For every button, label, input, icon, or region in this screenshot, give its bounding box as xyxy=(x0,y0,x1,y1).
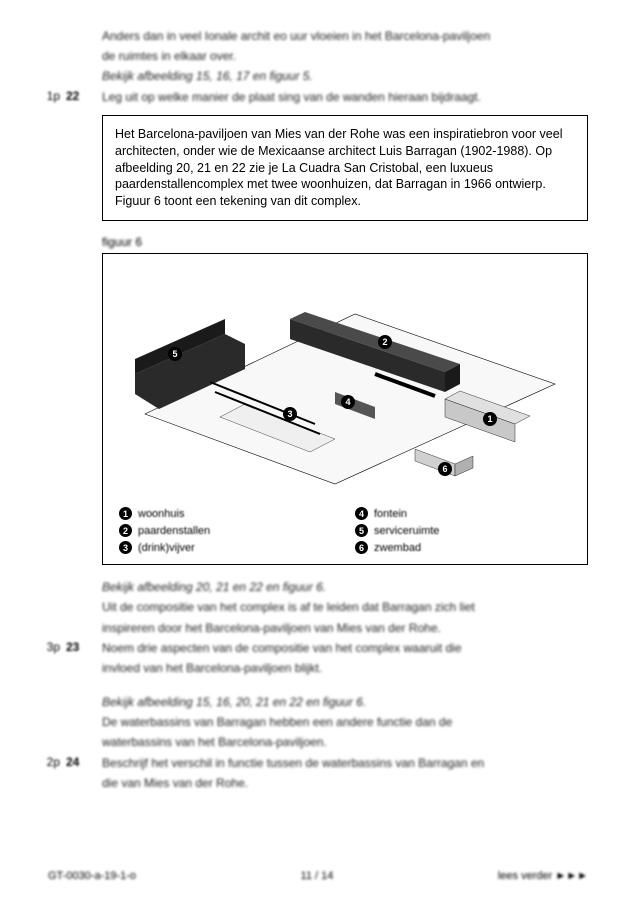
q23-marker: 3p 23 xyxy=(44,640,94,654)
figure-label: figuur 6 xyxy=(102,235,588,249)
svg-text:3: 3 xyxy=(287,409,292,419)
svg-text:2: 2 xyxy=(382,337,387,347)
intro-line1: Anders dan in veel Ionale archit eo uur … xyxy=(102,28,588,44)
architectural-diagram: 5 2 3 4 1 6 xyxy=(113,264,577,497)
b3-line2: waterbassins van het Barcelona-paviljoen… xyxy=(102,734,588,750)
legend-num: 5 xyxy=(355,524,368,537)
legend-num: 1 xyxy=(119,507,132,520)
b2-ref: Bekijk afbeelding 20, 21 en 22 en figuur… xyxy=(102,579,588,595)
svg-text:6: 6 xyxy=(442,464,447,474)
footer-center: 11 / 14 xyxy=(301,870,334,882)
q24-text-b: die van Mies van der Rohe. xyxy=(102,775,588,791)
legend-num: 6 xyxy=(355,541,368,554)
q24-marker: 2p 24 xyxy=(44,755,94,769)
legend-item: 5 serviceruimte xyxy=(355,524,571,537)
legend-num: 2 xyxy=(119,524,132,537)
b3-line1: De waterbassins van Barragan hebben een … xyxy=(102,714,588,730)
legend-num: 3 xyxy=(119,541,132,554)
q23-points: 3p xyxy=(44,640,60,654)
figure-legend: 1 woonhuis 4 fontein 2 paardenstallen 5 … xyxy=(113,507,577,554)
intro-line2: de ruimtes in elkaar over. xyxy=(102,48,588,64)
b2-line2: inspireren door het Barcelona-paviljoen … xyxy=(102,620,588,636)
svg-text:1: 1 xyxy=(487,414,492,424)
q24-text-a: Beschrijf het verschil in functie tussen… xyxy=(102,755,588,771)
legend-item: 1 woonhuis xyxy=(119,507,335,520)
legend-label: zwembad xyxy=(374,542,421,554)
figure-box: 5 2 3 4 1 6 1 woonhuis 4 fontein 2 paard… xyxy=(102,253,588,565)
legend-label: woonhuis xyxy=(138,508,184,520)
svg-text:5: 5 xyxy=(172,349,177,359)
svg-text:4: 4 xyxy=(345,397,350,407)
q23-text-a: Noem drie aspecten van de compositie van… xyxy=(102,640,588,656)
q22-marker: 1p 22 xyxy=(44,89,94,103)
legend-item: 4 fontein xyxy=(355,507,571,520)
q24-points: 2p xyxy=(44,755,60,769)
legend-item: 6 zwembad xyxy=(355,541,571,554)
b3-ref: Bekijk afbeelding 15, 16, 20, 21 en 22 e… xyxy=(102,694,588,710)
q22-number: 22 xyxy=(66,89,79,103)
legend-num: 4 xyxy=(355,507,368,520)
legend-label: fontein xyxy=(374,508,407,520)
legend-item: 2 paardenstallen xyxy=(119,524,335,537)
legend-label: paardenstallen xyxy=(138,525,210,537)
q22-points: 1p xyxy=(44,89,60,103)
q23-text-b: invloed van het Barcelona-paviljoen blij… xyxy=(102,660,588,676)
page-footer: GT-0030-a-19-1-o 11 / 14 lees verder ►►► xyxy=(48,870,588,882)
q24-number: 24 xyxy=(66,755,79,769)
q22-text: Leg uit op welke manier de plaat sing va… xyxy=(102,89,588,105)
legend-label: serviceruimte xyxy=(374,525,439,537)
b2-line1: Uit de compositie van het complex is af … xyxy=(102,599,588,615)
q23-number: 23 xyxy=(66,640,79,654)
intro-ref: Bekijk afbeelding 15, 16, 17 en figuur 5… xyxy=(102,68,588,84)
footer-left: GT-0030-a-19-1-o xyxy=(48,870,136,882)
footer-right: lees verder ►►► xyxy=(498,870,588,882)
info-box: Het Barcelona-paviljoen van Mies van der… xyxy=(102,115,588,221)
legend-item: 3 (drink)vijver xyxy=(119,541,335,554)
legend-label: (drink)vijver xyxy=(138,542,195,554)
